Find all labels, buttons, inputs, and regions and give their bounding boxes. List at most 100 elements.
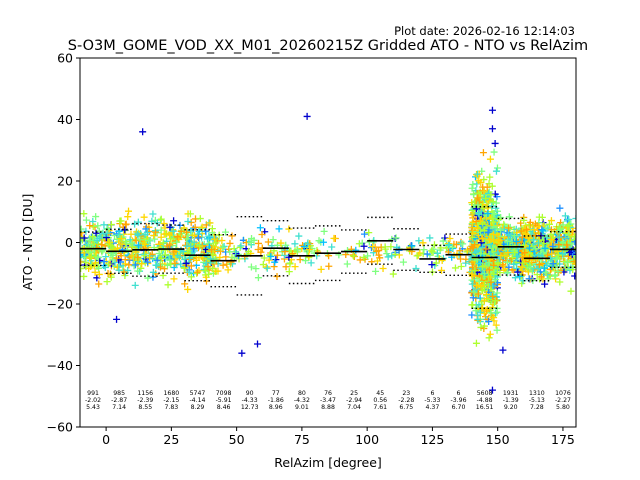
scatter-point (439, 237, 447, 245)
scatter-point (559, 221, 567, 229)
scatter-point (196, 242, 204, 250)
scatter-point (352, 246, 360, 254)
scatter-point (184, 218, 192, 226)
bin-mean-label: -2.28 (398, 397, 414, 404)
scatter-point (564, 222, 572, 230)
scatter-point (125, 207, 133, 215)
bin-std-label: 4.37 (426, 404, 440, 411)
scatter-point (209, 264, 217, 272)
scatter-point (479, 263, 487, 271)
scatter-point (177, 246, 185, 254)
bin-count-label: 1156 (137, 390, 153, 397)
scatter-point (493, 326, 501, 334)
scatter-point (445, 241, 453, 249)
scatter-point (555, 268, 563, 276)
scatter-point (538, 226, 546, 234)
scatter-point (510, 232, 518, 240)
scatter-point (474, 194, 482, 202)
bin-count-label: 6 (430, 390, 434, 397)
scatter-point (205, 270, 213, 278)
scatter-point (125, 261, 133, 269)
bin-mean-label: -2.39 (137, 397, 153, 404)
scatter-point (315, 237, 323, 245)
scatter-point (220, 242, 228, 250)
scatter-point (285, 268, 293, 276)
y-tick-label: 40 (57, 112, 73, 127)
scatter-point (173, 232, 181, 240)
scatter-point (481, 270, 489, 278)
scatter-point (428, 247, 436, 255)
scatter-point (170, 275, 178, 283)
scatter-point (471, 267, 479, 275)
scatter-point (230, 245, 238, 253)
scatter-point (504, 231, 512, 239)
scatter-point (509, 254, 517, 262)
bin-std-label: 8.55 (138, 404, 152, 411)
scatter-point (95, 270, 103, 278)
scatter-point (423, 250, 431, 258)
scatter-point (330, 234, 338, 242)
scatter-point (452, 241, 460, 249)
scatter-point (489, 292, 497, 300)
scatter-point (194, 244, 202, 252)
scatter-point (468, 233, 476, 241)
scatter-point (456, 247, 464, 255)
scatter-point (107, 221, 115, 229)
scatter-point (193, 256, 201, 264)
scatter-point (478, 235, 486, 243)
scatter-point (556, 204, 564, 212)
scatter-point (482, 211, 490, 219)
x-tick-label: 25 (163, 432, 179, 447)
scatter-point (156, 263, 164, 271)
scatter-point (195, 234, 203, 242)
scatter-point (152, 228, 160, 236)
y-tick-label: −60 (47, 420, 73, 435)
scatter-points (80, 106, 576, 394)
scatter-point (529, 265, 537, 273)
scatter-point (148, 217, 156, 225)
bin-mean-label: -2.94 (346, 397, 362, 404)
scatter-point (180, 224, 188, 232)
scatter-point (473, 170, 481, 178)
bin-mean-label: 0.56 (373, 397, 387, 404)
scatter-point (488, 214, 496, 222)
scatter-point (438, 266, 446, 274)
scatter-point (131, 261, 139, 269)
scatter-point (133, 230, 141, 238)
scatter-point (474, 201, 482, 209)
bin-count-label: 80 (298, 390, 306, 397)
x-tick-label: 50 (229, 432, 245, 447)
scatter-point (149, 268, 157, 276)
scatter-point (506, 223, 514, 231)
scatter-point (285, 253, 293, 261)
scatter-point (554, 251, 562, 259)
bin-std-label: 8.88 (321, 404, 335, 411)
scatter-point (554, 268, 562, 276)
scatter-point (127, 230, 135, 238)
scatter-point (156, 240, 164, 248)
scatter-point (216, 253, 224, 261)
scatter-point (468, 211, 476, 219)
scatter-point (420, 246, 428, 254)
scatter-point (182, 259, 190, 267)
scatter-point (384, 253, 392, 261)
bin-mean-label: -1.86 (268, 397, 284, 404)
scatter-point (493, 164, 501, 172)
scatter-point (211, 235, 219, 243)
scatter-point (473, 281, 481, 289)
scatter-point (571, 233, 576, 241)
scatter-point (92, 213, 100, 221)
scatter-point (182, 228, 190, 236)
scatter-point (492, 199, 500, 207)
scatter-point (497, 226, 505, 234)
scatter-point (273, 273, 281, 281)
scatter-point (106, 238, 114, 246)
scatter-point (173, 261, 181, 269)
scatter-point (484, 228, 492, 236)
scatter-point (250, 236, 258, 244)
scatter-point (286, 260, 294, 268)
scatter-point (569, 266, 576, 274)
scatter-point (84, 246, 92, 254)
scatter-point (470, 191, 478, 199)
